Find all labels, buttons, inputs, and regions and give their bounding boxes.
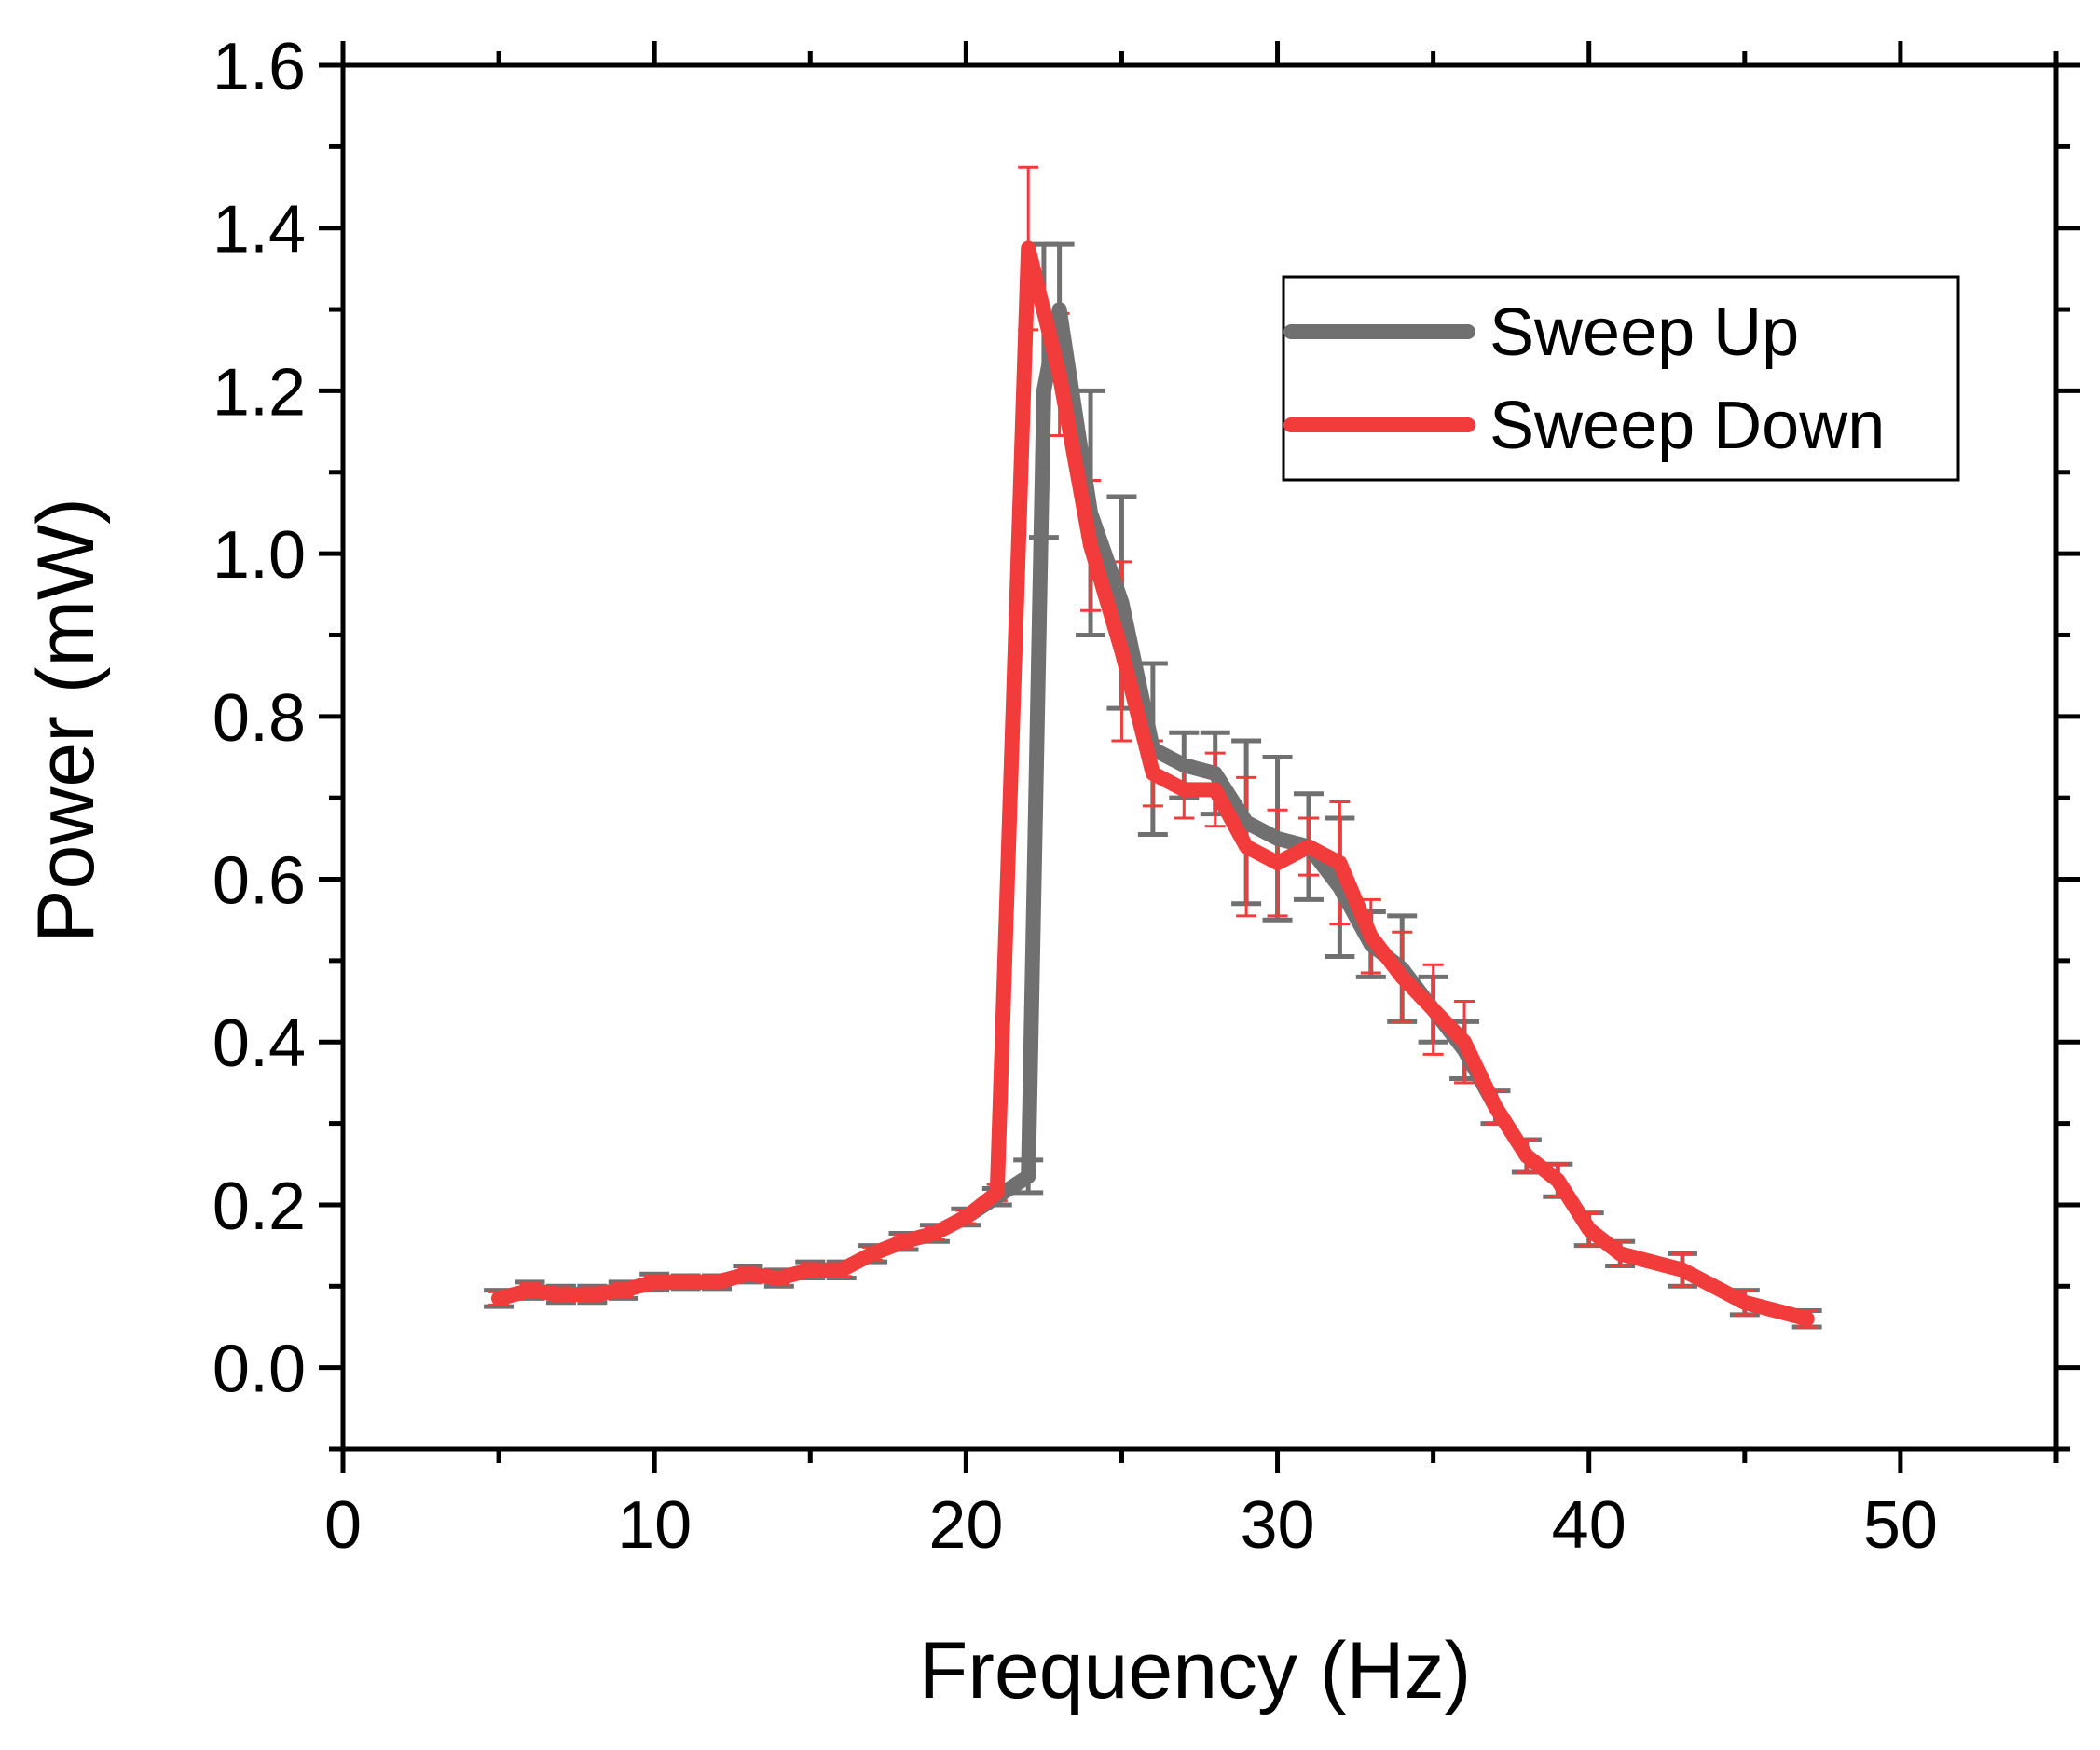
y-tick-label: 1.2 [213,355,306,430]
legend-box [1282,275,1960,482]
x-axis-title: Frequency (Hz) [919,1626,1472,1716]
y-tick-label: 0.8 [213,681,306,756]
x-tick-label: 10 [617,1488,692,1563]
x-tick-label: 50 [1863,1488,1938,1563]
plot-frame [340,62,2059,1452]
series-lines [491,240,1815,1327]
y-tick-labels: 0.0 0.2 0.4 0.6 0.8 1.0 1.2 1.4 1.6 [213,30,306,1407]
y-tick-label: 1.6 [213,30,306,104]
y-tick-label: 0.2 [213,1169,306,1244]
x-tick-label: 0 [324,1488,362,1563]
legend-label-sweep-up: Sweep Up [1489,295,1799,370]
y-tick-label: 1.0 [213,518,306,593]
y-tick-label: 0.0 [213,1333,306,1407]
y-tick-label: 0.6 [213,844,306,919]
series-line-sweep-down [491,240,1815,1327]
x-tick-label: 30 [1240,1488,1314,1563]
plot-area [484,165,1822,1330]
axes [319,41,2080,1473]
legend-label-sweep-down: Sweep Down [1489,389,1885,463]
x-tick-labels: 0 10 20 30 40 50 [324,1488,1938,1563]
x-tick-label: 20 [928,1488,1003,1563]
y-axis-title: Power (mW) [21,498,111,943]
y-tick-label: 0.4 [213,1006,306,1081]
legend: Sweep Up Sweep Down [1282,275,1960,482]
x-tick-label: 40 [1552,1488,1626,1563]
y-tick-label: 1.4 [213,193,306,267]
